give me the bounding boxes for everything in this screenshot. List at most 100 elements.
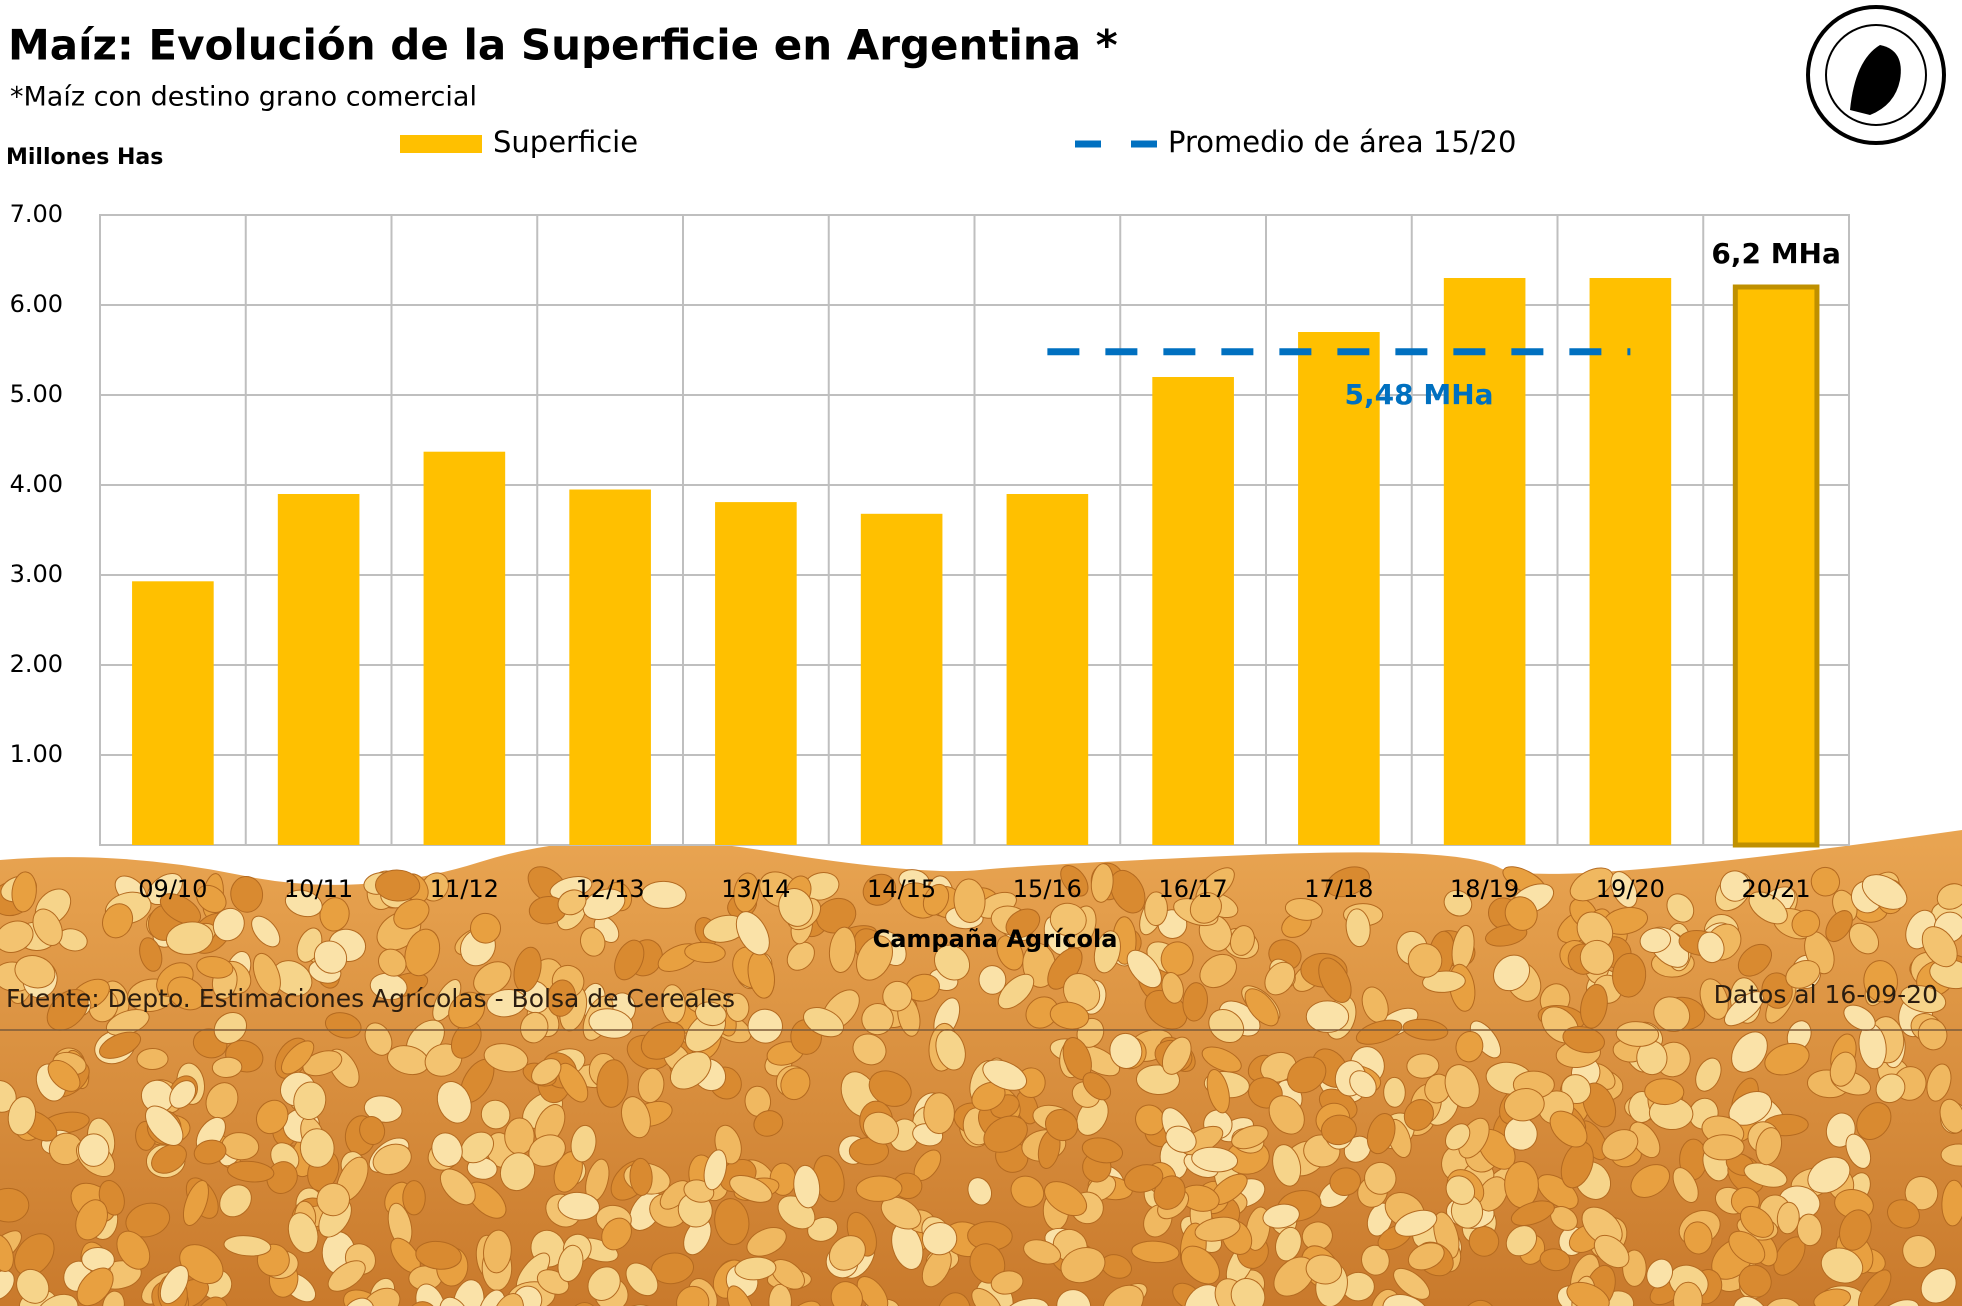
corn-kernel <box>996 935 1024 971</box>
corn-kernel <box>1272 1144 1302 1187</box>
corn-kernel <box>1861 874 1908 910</box>
value-label: 5,48 MHa <box>1345 378 1494 411</box>
logo <box>1806 5 1946 145</box>
corn-kernel <box>1461 1299 1497 1306</box>
corn-background <box>0 830 1962 1306</box>
corn-kernel <box>1135 1104 1166 1136</box>
corn-kernel <box>99 1031 142 1059</box>
corn-kernel <box>1843 1004 1876 1031</box>
corn-kernel <box>299 1128 335 1168</box>
corn-kernel <box>861 1003 894 1036</box>
corn-kernel <box>1305 1000 1350 1033</box>
corn-kernel <box>1485 924 1528 947</box>
corn-kernel <box>990 1270 1024 1295</box>
corn-kernel <box>588 1008 634 1039</box>
corn-kernel <box>1579 939 1615 975</box>
date-note: Datos al 16-09-20 <box>1714 980 1938 1009</box>
corn-kernel <box>1848 922 1880 955</box>
corn-kernel <box>436 1081 472 1124</box>
corn-kernel <box>1161 1036 1192 1075</box>
corn-kernel <box>856 1276 889 1306</box>
corn-kernel <box>193 1296 229 1306</box>
corn-kernel <box>316 1182 351 1217</box>
corn-kernel <box>1443 889 1473 917</box>
corn-kernel <box>1510 1200 1555 1227</box>
corn-kernel <box>856 935 893 981</box>
corn-kernel <box>513 1285 543 1306</box>
corn-kernel <box>953 878 986 924</box>
corn-kernel <box>212 907 245 942</box>
corn-kernel <box>734 1256 777 1281</box>
corn-kernel <box>921 1222 958 1256</box>
corn-kernel <box>227 1160 275 1183</box>
corn-kernel <box>1791 909 1821 938</box>
corn-kernel <box>579 927 606 957</box>
bar <box>860 513 943 845</box>
corn-kernel <box>1825 910 1853 943</box>
corn-kernel <box>862 873 897 906</box>
bar <box>1443 278 1526 845</box>
corn-kernel <box>460 1131 494 1164</box>
corn-kernel <box>1582 1082 1617 1128</box>
corn-kernel <box>1731 1031 1768 1073</box>
corn-kernel <box>1093 930 1121 974</box>
corn-kernel <box>1856 1102 1892 1140</box>
corn-kernel <box>1049 1001 1090 1030</box>
corn-kernel <box>0 1269 15 1301</box>
corn-kernel <box>694 1001 727 1027</box>
corn-kernel <box>620 1096 651 1139</box>
corn-kernel <box>725 992 750 1022</box>
corn-kernel <box>1611 952 1647 998</box>
corn-kernel <box>1201 1046 1242 1073</box>
corn-kernel <box>520 1011 549 1044</box>
corn-kernel <box>1936 883 1962 910</box>
corn-kernel <box>1124 1164 1164 1193</box>
corn-kernel <box>359 1116 386 1145</box>
bar <box>1152 377 1234 845</box>
corn-kernel <box>75 1199 108 1241</box>
corn-kernel <box>211 1056 243 1078</box>
corn-kernel <box>1320 1114 1357 1146</box>
corn-kernel <box>1639 927 1672 954</box>
corn-kernel <box>252 952 281 996</box>
corn-kernel <box>169 1080 197 1109</box>
bar <box>1589 278 1672 845</box>
corn-kernel <box>735 911 770 956</box>
corn-kernel <box>1505 1225 1538 1257</box>
corn-kernel <box>1593 1234 1630 1269</box>
corn-kernel <box>1810 866 1841 897</box>
corn-kernel <box>1857 1269 1892 1306</box>
corn-kernel <box>378 948 407 977</box>
corn-kernel <box>753 1110 784 1137</box>
corn-kernel <box>789 1300 822 1306</box>
corn-kernel <box>499 1152 536 1192</box>
corn-kernel <box>14 1233 55 1277</box>
corn-kernel <box>1403 1099 1434 1131</box>
corn-kernel <box>223 1235 272 1257</box>
corn-kernel <box>714 1198 750 1246</box>
corn-kernel <box>570 1124 597 1163</box>
corn-kernel <box>102 903 134 939</box>
bar <box>1298 332 1380 845</box>
corn-kernel <box>1189 892 1222 924</box>
corn-kernel <box>1615 1021 1660 1047</box>
corn-kernel <box>1644 1078 1685 1106</box>
corn-kernel <box>1023 1239 1062 1265</box>
corn-kernel <box>1194 1216 1241 1242</box>
corn-kernel <box>1940 1143 1962 1167</box>
corn-kernel <box>1081 1137 1124 1164</box>
corn-kernel <box>640 1021 686 1060</box>
corn-kernel <box>14 955 56 989</box>
corn-kernel <box>1165 1125 1197 1153</box>
corn-kernel <box>1364 1161 1397 1195</box>
corn-kernel <box>1260 1051 1297 1083</box>
corn-kernel <box>1383 1076 1406 1108</box>
corn-kernel <box>393 898 430 930</box>
corn-kernel <box>1566 1281 1610 1306</box>
corn-kernel <box>807 1216 839 1242</box>
bar <box>132 581 214 845</box>
corn-kernel <box>513 946 542 993</box>
legend-label: Superficie <box>493 125 638 159</box>
corn-kernel <box>1060 865 1089 897</box>
corn-kernel <box>0 1187 30 1223</box>
